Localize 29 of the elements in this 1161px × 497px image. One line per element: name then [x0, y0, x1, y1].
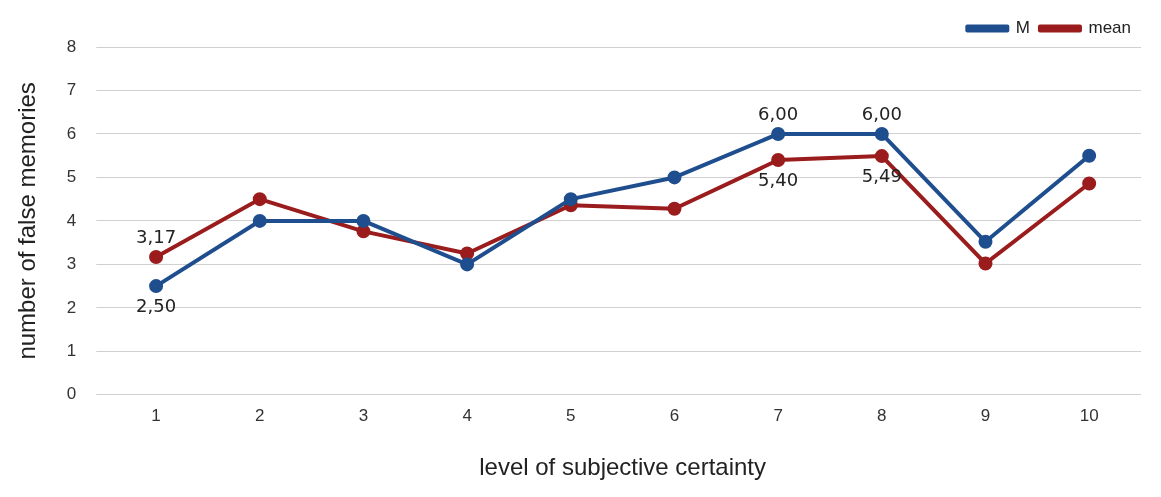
y-tick-label: 1: [66, 341, 77, 361]
data-label: 2,50: [136, 294, 177, 316]
y-tick-label: 7: [66, 80, 77, 100]
data-label: 5,40: [758, 168, 799, 190]
y-tick-label: 6: [66, 123, 77, 143]
x-tick-label: 7: [773, 405, 783, 425]
data-label: 5,49: [861, 164, 902, 186]
y-tick-label: 8: [66, 36, 77, 56]
x-tick-label: 5: [566, 405, 576, 425]
y-tick-label: 4: [66, 210, 77, 230]
data-label: 3,17: [136, 225, 177, 247]
legend-label: mean: [1088, 18, 1132, 38]
x-tick-label: 3: [358, 405, 369, 425]
y-tick-label: 0: [66, 384, 77, 404]
x-tick-label: 8: [877, 405, 887, 425]
y-axis-title: number of false memories: [13, 82, 41, 360]
x-tick-label: 9: [980, 405, 991, 425]
x-tick-label: 2: [255, 405, 265, 425]
legend-label: M: [1015, 18, 1030, 38]
x-tick-label: 4: [462, 405, 472, 425]
y-tick-label: 3: [66, 254, 77, 274]
data-label: 6,00: [758, 102, 799, 124]
x-axis-title: level of subjective certainty: [479, 453, 767, 481]
x-tick-label: 1: [151, 405, 161, 425]
x-tick-label: 6: [669, 405, 680, 425]
data-label: 6,00: [861, 102, 902, 124]
y-tick-label: 2: [66, 297, 77, 317]
y-tick-label: 5: [66, 167, 77, 187]
x-tick-label: 10: [1079, 405, 1099, 425]
